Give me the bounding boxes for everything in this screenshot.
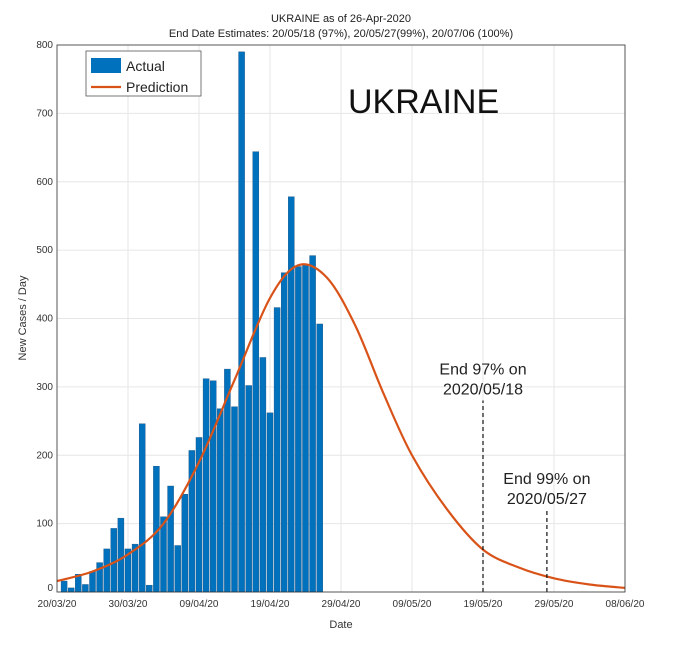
bar — [295, 266, 302, 593]
annotation-text: 2020/05/27 — [507, 491, 587, 508]
bar — [60, 580, 68, 593]
y-tick-label: 200 — [36, 450, 53, 461]
bar — [302, 264, 309, 593]
x-tick-label: 20/03/20 — [38, 599, 77, 610]
country-overlay-text: UKRAINE — [348, 83, 499, 121]
y-tick-label: 300 — [36, 382, 53, 393]
bar — [82, 584, 89, 593]
bar — [252, 151, 260, 593]
bar — [146, 584, 153, 593]
bar — [209, 380, 217, 593]
bar — [231, 406, 238, 593]
chart-title: UKRAINE as of 26-Apr-2020 — [271, 13, 411, 25]
bar — [238, 51, 245, 593]
x-tick-label: 30/03/20 — [109, 599, 148, 610]
y-tick-label: 500 — [36, 245, 53, 256]
bar — [89, 571, 96, 593]
y-tick-label: 400 — [36, 314, 53, 325]
bar — [181, 494, 189, 593]
legend-swatch-actual — [91, 58, 121, 73]
x-axis-label: Date — [329, 619, 352, 631]
bar — [117, 517, 125, 593]
x-tick-label: 08/06/20 — [606, 599, 645, 610]
annotation-text: End 99% on — [503, 471, 590, 488]
bar — [160, 516, 167, 593]
bar — [67, 587, 75, 593]
bar — [288, 196, 295, 593]
prediction-line — [56, 263, 626, 589]
legend-label-actual: Actual — [126, 58, 165, 74]
y-tick-label: 700 — [36, 108, 53, 119]
bar — [103, 548, 110, 593]
y-axis-label: New Cases / Day — [17, 275, 29, 360]
bar — [245, 385, 252, 593]
chart-subtitle: End Date Estimates: 20/05/18 (97%), 20/0… — [169, 28, 513, 40]
bar — [259, 357, 267, 593]
bar — [167, 485, 174, 593]
y-tick-label: 600 — [36, 177, 53, 188]
annotation-text: End 97% on — [439, 362, 526, 379]
x-tick-label: 29/04/20 — [322, 599, 361, 610]
x-tick-label: 19/04/20 — [251, 599, 290, 610]
annotation-text: 2020/05/18 — [443, 382, 523, 399]
bar — [273, 307, 281, 593]
y-tick-label: 0 — [47, 583, 53, 594]
legend-label-prediction: Prediction — [126, 79, 188, 95]
x-tick-label: 29/05/20 — [535, 599, 574, 610]
bar — [217, 408, 224, 593]
x-tick-label: 19/05/20 — [464, 599, 503, 610]
bar — [309, 255, 316, 593]
bar — [202, 378, 210, 593]
legend: Actual Prediction — [85, 50, 202, 97]
x-tick-label: 09/05/20 — [393, 599, 432, 610]
bar — [266, 412, 274, 593]
y-tick-label: 800 — [36, 40, 53, 51]
y-tick-label: 100 — [36, 519, 53, 530]
bar — [316, 323, 323, 593]
bar — [138, 423, 146, 593]
x-tick-label: 09/04/20 — [180, 599, 219, 610]
plot-frame — [56, 44, 626, 593]
bar — [174, 545, 181, 593]
bar — [280, 272, 288, 593]
